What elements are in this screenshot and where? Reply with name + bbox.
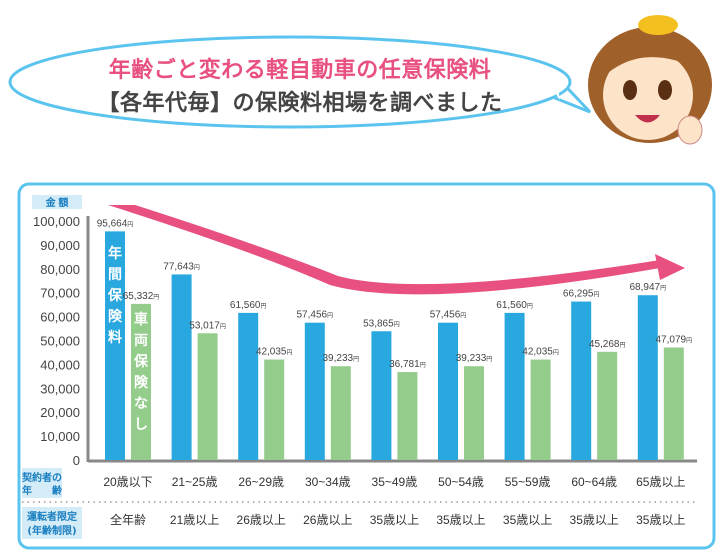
driver-limit-label: 35歳以上 bbox=[570, 513, 619, 527]
y-tick-label: 0 bbox=[73, 453, 80, 468]
bar-annual bbox=[105, 231, 125, 460]
y-axis-label-bg bbox=[32, 195, 82, 209]
series-label-no-vehicle: 険 bbox=[134, 374, 149, 391]
series-label-no-vehicle: な bbox=[134, 396, 148, 412]
bar-no-vehicle bbox=[131, 303, 151, 460]
x-tick-label: 55~59歳 bbox=[505, 475, 551, 489]
bar-annual bbox=[371, 331, 392, 460]
row-label-driver-limit: 運転者限定 bbox=[27, 510, 77, 523]
bar-no-vehicle bbox=[264, 359, 285, 460]
driver-limit-label: 35歳以上 bbox=[436, 513, 485, 527]
y-tick-label: 60,000 bbox=[40, 310, 80, 325]
x-tick-label: 60~64歳 bbox=[571, 475, 617, 489]
driver-limit-label: 35歳以上 bbox=[503, 513, 552, 527]
bar-no-vehicle bbox=[197, 333, 218, 460]
bar-no-vehicle bbox=[330, 366, 351, 460]
driver-limit-label: 全年齢 bbox=[110, 512, 146, 527]
data-label: 66,295円 bbox=[563, 289, 600, 300]
y-tick-label: 100,000 bbox=[33, 214, 80, 229]
girl-illustration bbox=[588, 15, 712, 145]
x-tick-label: 20歳以下 bbox=[103, 475, 152, 489]
bar-annual bbox=[438, 322, 458, 460]
driver-limit-label: 26歳以上 bbox=[303, 513, 352, 527]
title-line-2: 【各年代毎】の保険料相場を調べました bbox=[97, 91, 503, 116]
row-label-age: 年 齢 bbox=[22, 484, 63, 497]
bar-annual bbox=[504, 312, 525, 460]
y-axis-label: 金 額 bbox=[45, 196, 69, 209]
series-label-no-vehicle: 保 bbox=[133, 353, 149, 370]
y-tick-label: 50,000 bbox=[40, 334, 80, 349]
driver-limit-label: 21歳以上 bbox=[170, 513, 219, 527]
y-tick-label: 70,000 bbox=[40, 286, 80, 301]
bar-annual bbox=[571, 301, 592, 460]
y-tick-label: 20,000 bbox=[40, 405, 80, 420]
y-tick-label: 10,000 bbox=[40, 429, 80, 444]
y-tick-label: 80,000 bbox=[40, 262, 80, 277]
driver-limit-label: 26歳以上 bbox=[237, 513, 286, 527]
data-label: 42,035円 bbox=[256, 347, 293, 358]
data-label: 45,268円 bbox=[589, 339, 626, 350]
series-label-annual: 間 bbox=[108, 267, 122, 283]
speech-bubble bbox=[8, 35, 592, 129]
driver-limit-label: 35歳以上 bbox=[636, 513, 685, 527]
trend-arrowhead bbox=[655, 254, 685, 280]
x-tick-label: 30~34歳 bbox=[305, 475, 351, 489]
x-tick-label: 26~29歳 bbox=[238, 475, 284, 489]
row-label-driver-limit: (年齢制限) bbox=[27, 524, 76, 537]
data-label: 42,035円 bbox=[522, 347, 559, 358]
y-tick-label: 30,000 bbox=[40, 381, 80, 396]
x-tick-label: 50~54歳 bbox=[438, 475, 484, 489]
x-tick-label: 65歳以上 bbox=[636, 475, 685, 489]
driver-limit-label: 35歳以上 bbox=[370, 513, 419, 527]
bar-no-vehicle bbox=[597, 351, 618, 460]
data-label: 36,781円 bbox=[389, 359, 426, 370]
x-tick-label: 21~25歳 bbox=[172, 475, 218, 489]
series-label-annual: 料 bbox=[108, 329, 122, 346]
data-label: 53,017円 bbox=[189, 320, 226, 331]
data-label: 68,947円 bbox=[629, 282, 666, 293]
data-label: 95,664円 bbox=[97, 218, 134, 229]
row-label-bg bbox=[22, 468, 62, 498]
row-label-bg bbox=[22, 507, 82, 539]
data-label: 61,560円 bbox=[496, 300, 533, 311]
y-tick-label: 90,000 bbox=[40, 238, 80, 253]
bar-no-vehicle bbox=[464, 366, 484, 460]
bar-annual bbox=[637, 295, 658, 460]
data-label: 39,233円 bbox=[456, 353, 493, 364]
row-label-age: 契約者の bbox=[22, 471, 62, 484]
series-label-annual: 保 bbox=[107, 287, 123, 304]
data-label: 57,456円 bbox=[430, 310, 467, 321]
bar-annual bbox=[304, 322, 325, 460]
bar-annual bbox=[238, 312, 259, 460]
series-label-annual: 険 bbox=[108, 308, 123, 325]
data-label: 47,079円 bbox=[655, 334, 692, 345]
series-label-annual: 年 bbox=[108, 245, 122, 262]
data-label: 61,560円 bbox=[230, 300, 267, 311]
data-label: 65,332円 bbox=[123, 291, 160, 302]
data-label: 39,233円 bbox=[322, 353, 359, 364]
series-label-no-vehicle: 車 bbox=[134, 311, 148, 328]
data-label: 57,456円 bbox=[296, 310, 333, 321]
y-tick-label: 40,000 bbox=[40, 357, 80, 372]
data-label: 53,865円 bbox=[363, 318, 400, 329]
series-label-no-vehicle: 両 bbox=[134, 333, 148, 349]
data-label: 77,643円 bbox=[163, 261, 200, 272]
bar-no-vehicle bbox=[397, 372, 418, 460]
bar-no-vehicle bbox=[530, 359, 551, 460]
series-label-no-vehicle: し bbox=[134, 417, 148, 433]
title-line-1: 年齢ごと変わる軽自動車の任意保険料 bbox=[108, 58, 492, 83]
bar-annual bbox=[171, 274, 192, 460]
x-tick-label: 35~49歳 bbox=[372, 475, 418, 489]
bar-no-vehicle bbox=[663, 347, 684, 460]
